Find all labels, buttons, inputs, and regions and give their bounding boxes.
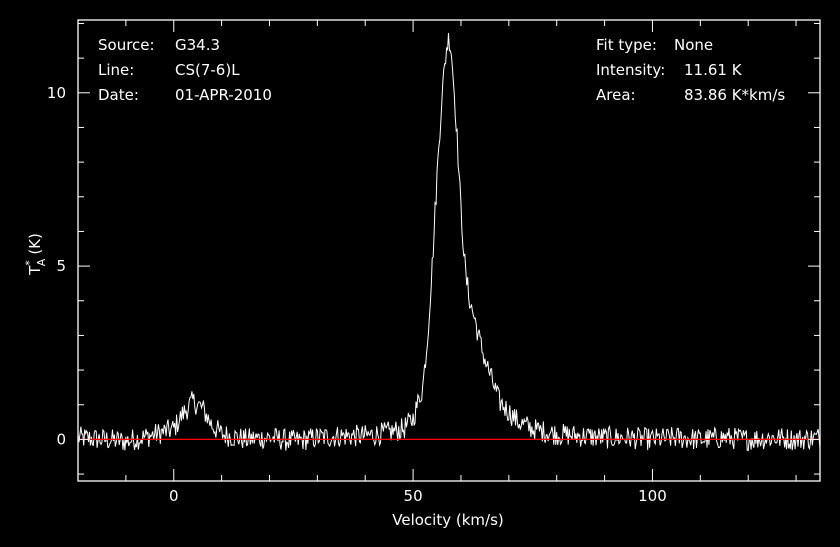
spectrum-series-line <box>77 32 821 452</box>
x-tick-label: 50 <box>404 487 423 505</box>
y-axis-label-sup: * <box>23 260 36 266</box>
y-tick-label: 0 <box>56 430 66 448</box>
x-tick-label: 0 <box>169 487 179 505</box>
source-label: Source: <box>98 36 155 54</box>
y-axis-label-unit: (K) <box>26 233 44 255</box>
area-value: 83.86 K*km/s <box>684 86 786 104</box>
y-tick-label: 5 <box>56 257 66 275</box>
axis-tick-labels: 0 50 100 0 5 10 <box>47 84 667 505</box>
y-axis-label-sub: A <box>35 258 48 266</box>
fit-type-value: None <box>674 36 714 54</box>
x-axis-label: Velocity (km/s) <box>392 511 503 529</box>
y-axis-label: T*A (K) <box>23 233 48 276</box>
axis-ticks <box>77 20 820 481</box>
line-label: Line: <box>98 61 135 79</box>
y-tick-label: 10 <box>47 84 66 102</box>
intensity-label: Intensity: <box>596 61 666 79</box>
line-value: CS(7-6)L <box>175 61 240 79</box>
source-value: G34.3 <box>175 36 221 54</box>
plot-frame <box>77 19 821 482</box>
date-label: Date: <box>98 86 139 104</box>
fit-type-label: Fit type: <box>596 36 657 54</box>
date-value: 01-APR-2010 <box>175 86 272 104</box>
spectrum-layer <box>77 32 821 452</box>
area-label: Area: <box>596 86 636 104</box>
y-axis-label-main: T <box>26 265 44 276</box>
intensity-value: 11.61 K <box>684 61 742 79</box>
x-tick-label: 100 <box>638 487 667 505</box>
